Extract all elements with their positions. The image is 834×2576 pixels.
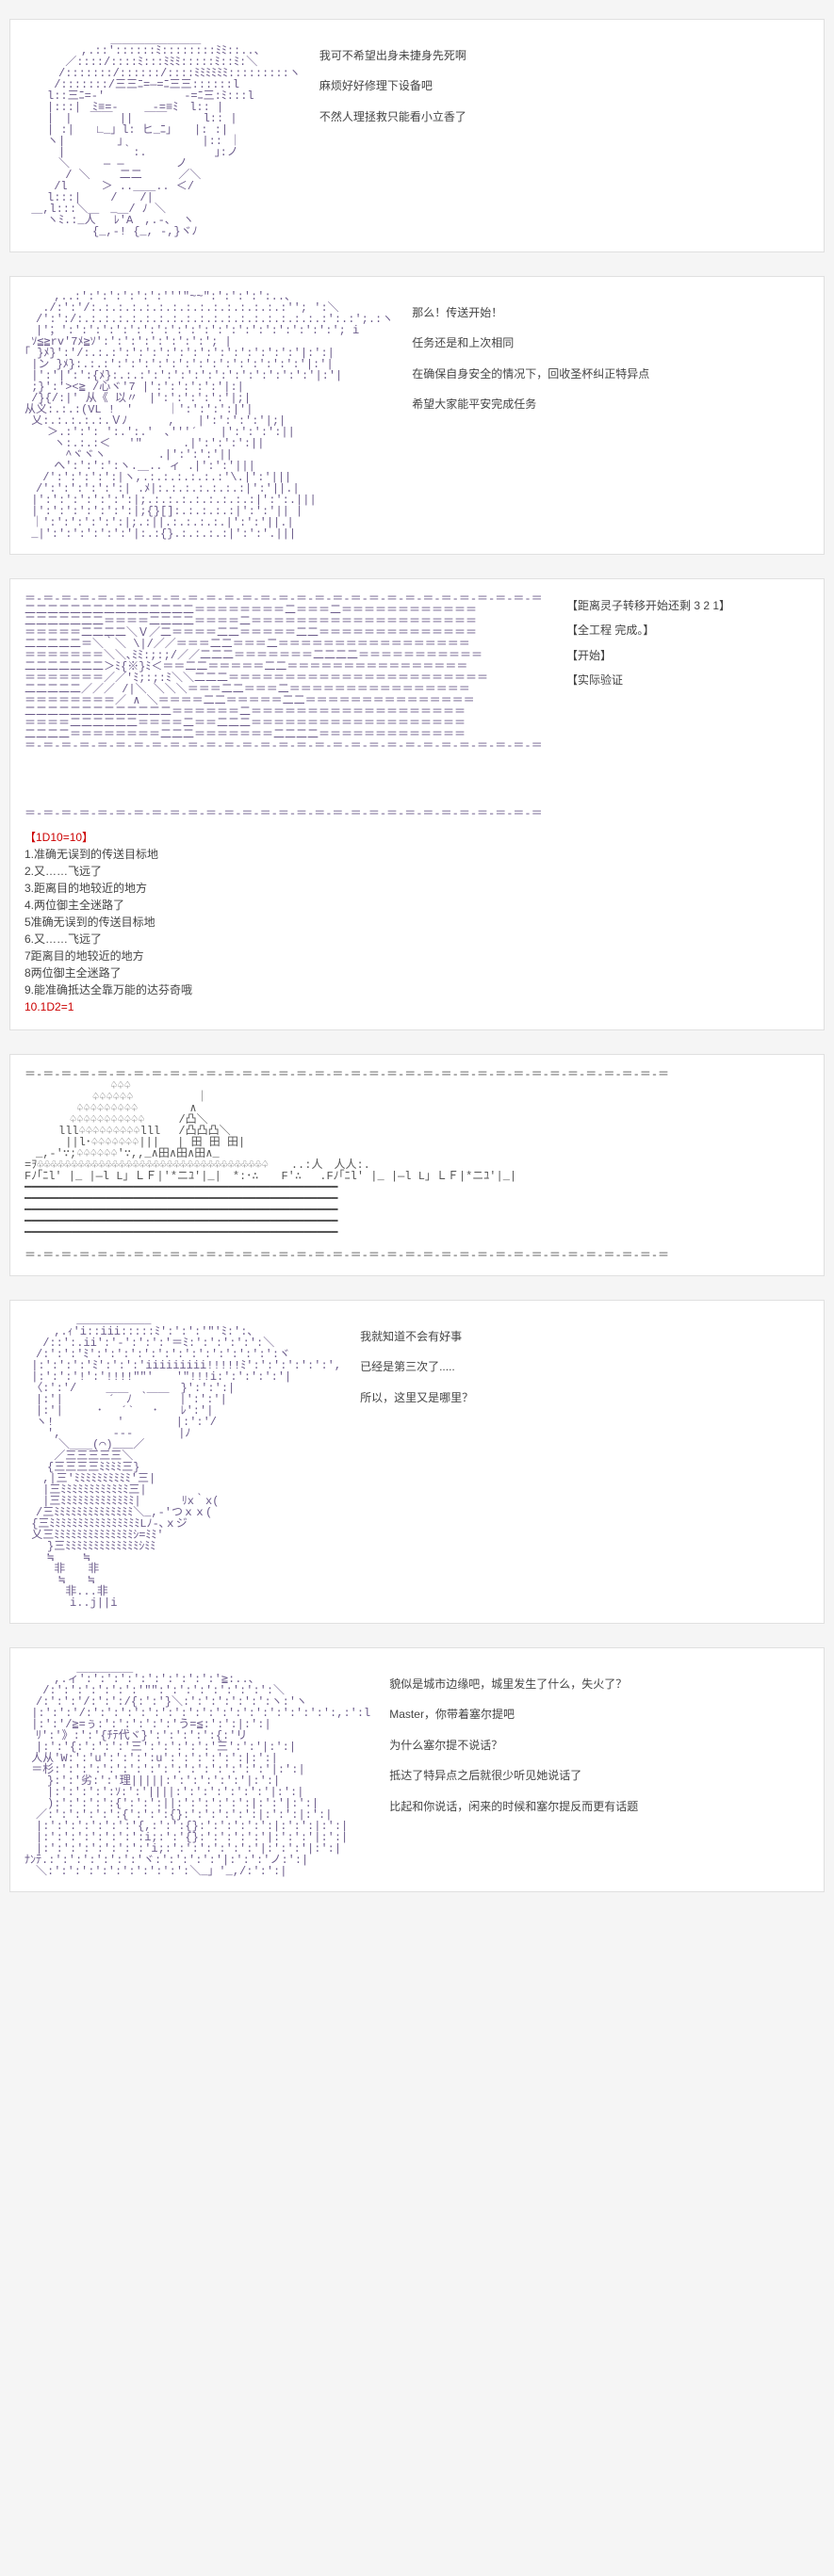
line: 【距离灵子转移开始还剩 3 2 1】 (566, 593, 730, 618)
line: 我就知道不会有好事 (360, 1324, 809, 1349)
panel-6: ＿＿＿＿＿ ,.ィ':':':':':':':':':':'≧:..、 /:':… (9, 1647, 825, 1892)
line: 【开始】 (566, 643, 730, 668)
dialogue-5: 我就知道不会有好事 已经是第三次了..... 所以，这里又是哪里？ (360, 1315, 809, 1609)
line: 为什么塞尔提不说话？ (389, 1733, 809, 1758)
ascii-girl-1: ,..:':':':':':':'''"~~":':':':':..、 ./:'… (25, 291, 393, 540)
panel-3: ＝-＝-＝-＝-＝-＝-＝-＝-＝-＝-＝-＝-＝-＝-＝-＝-＝-＝-＝-＝-… (9, 578, 825, 1030)
roll-option: 3.距离目的地较近的地方 (25, 880, 809, 897)
dice-roll: 【1D10=10】 1.准确无误到的传送目标地 2.又……飞远了 3.距离目的地… (25, 829, 809, 1015)
roll-option: 1.准确无误到的传送目标地 (25, 846, 809, 863)
ascii-castle: ＝-＝-＝-＝-＝-＝-＝-＝-＝-＝-＝-＝-＝-＝-＝-＝-＝-＝-＝-＝-… (25, 1069, 809, 1261)
line: 不然人理拯救只能看小立香了 (319, 105, 809, 129)
line: 【实际验证 (566, 668, 730, 692)
roll-option: 9.能准确抵达全靠万能的达芬奇哦 (25, 981, 809, 998)
ascii-face-2: ___________ ,.ｨ'i::iii:::::ﾐ':':':'"'ﾐ:'… (25, 1315, 341, 1609)
roll-option: 4.两位御主全迷路了 (25, 897, 809, 914)
line: 所以，这里又是哪里？ (360, 1385, 809, 1410)
panel-5: ___________ ,.ｨ'i::iii:::::ﾐ':':':'"'ﾐ:'… (9, 1300, 825, 1624)
ascii-explosion: ＝-＝-＝-＝-＝-＝-＝-＝-＝-＝-＝-＝-＝-＝-＝-＝-＝-＝-＝-＝-… (25, 593, 552, 819)
panel-1: ＿＿＿＿＿＿＿＿ ,.::'::::::ﾐ::::::::ﾐﾐ::..、 ／::… (9, 19, 825, 252)
line: 在确保自身安全的情况下，回收圣杯纠正特异点 (412, 362, 809, 386)
roll-option: 7距离目的地较近的地方 (25, 948, 809, 964)
roll-option: 8两位御主全迷路了 (25, 964, 809, 981)
panel-4: ＝-＝-＝-＝-＝-＝-＝-＝-＝-＝-＝-＝-＝-＝-＝-＝-＝-＝-＝-＝-… (9, 1054, 825, 1276)
roll-option: 5准确无误到的传送目标地 (25, 914, 809, 931)
dialogue-2: 那么！传送开始！ 任务还是和上次相同 在确保自身安全的情况下，回收圣杯纠正特异点… (412, 291, 809, 540)
ascii-face-1: ＿＿＿＿＿＿＿＿ ,.::'::::::ﾐ::::::::ﾐﾐ::..、 ／::… (25, 34, 301, 237)
panel-2: ,..:':':':':':':'''"~~":':':':':..、 ./:'… (9, 276, 825, 555)
dialogue-1: 我可不希望出身未捷身先死啊 麻烦好好修理下设备吧 不然人理拯救只能看小立香了 (319, 34, 809, 237)
line: 【全工程 完成。】 (566, 618, 730, 642)
roll-tail: 10.1D2=1 (25, 998, 809, 1015)
roll-option: 6.又……飞远了 (25, 931, 809, 948)
line: 貌似是城市边缘吧，城里发生了什么，失火了？ (389, 1672, 809, 1696)
dialogue-6: 貌似是城市边缘吧，城里发生了什么，失火了？ Master，你带着塞尔提吧 为什么… (389, 1662, 809, 1877)
line: 我可不希望出身未捷身先死啊 (319, 43, 809, 68)
line: 麻烦好好修理下设备吧 (319, 73, 809, 98)
ascii-girl-2: ＿＿＿＿＿ ,.ィ':':':':':':':':':':'≧:..、 /:':… (25, 1662, 370, 1877)
line: 抵达了特异点之后就很少听见她说话了 (389, 1763, 809, 1788)
line: 已经是第三次了..... (360, 1354, 809, 1379)
roll-result: 【1D10=10】 (25, 829, 809, 846)
line: 那么！传送开始！ (412, 300, 809, 325)
system-text: 【距离灵子转移开始还剩 3 2 1】 【全工程 完成。】 【开始】 【实际验证 (566, 593, 730, 693)
line: 希望大家能平安完成任务 (412, 392, 809, 416)
line: Master，你带着塞尔提吧 (389, 1702, 809, 1726)
line: 任务还是和上次相同 (412, 331, 809, 355)
line: 比起和你说话，闲来的时候和塞尔提反而更有话题 (389, 1794, 809, 1819)
roll-option: 2.又……飞远了 (25, 863, 809, 880)
